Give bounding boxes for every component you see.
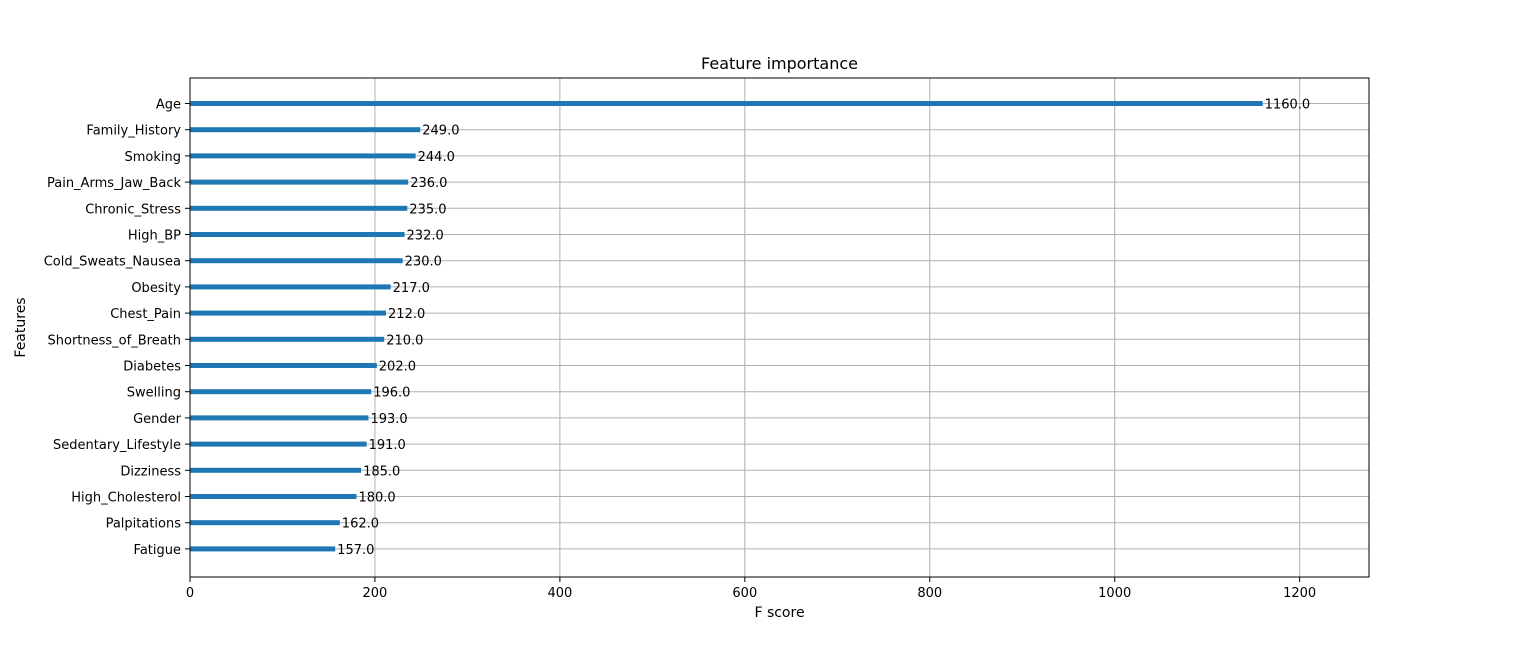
- bar: [190, 494, 357, 499]
- y-tick-label: Smoking: [124, 150, 181, 165]
- y-tick-label: Swelling: [127, 386, 181, 401]
- bar-value-label: 162.0: [342, 517, 379, 532]
- y-tick-label: Fatigue: [134, 543, 181, 558]
- bar: [190, 101, 1263, 106]
- plot-frame: [189, 77, 1370, 578]
- y-axis-label: Features: [13, 297, 29, 357]
- bar: [190, 258, 403, 264]
- y-tick-label: High_Cholesterol: [71, 491, 181, 506]
- bar: [190, 546, 336, 552]
- bar-value-label: 244.0: [418, 150, 455, 165]
- y-tick-label: Family_History: [86, 124, 181, 139]
- bar-value-label: 232.0: [407, 229, 444, 244]
- bar-value-label: 202.0: [379, 360, 416, 375]
- bar: [190, 389, 372, 395]
- bar-value-label: 236.0: [410, 176, 447, 191]
- bar: [190, 415, 369, 421]
- bar-value-label: 1160.0: [1265, 98, 1311, 113]
- bar: [190, 336, 385, 342]
- bar: [190, 520, 340, 526]
- bar-value-label: 235.0: [409, 202, 446, 217]
- bar: [190, 467, 362, 473]
- bar: [190, 441, 367, 447]
- x-tick-label: 1200: [1283, 586, 1316, 601]
- y-tick-label: Gender: [133, 412, 182, 427]
- bar: [190, 153, 416, 159]
- data-labels: 1160.0 249.0 244.0 236.0 235.0 232.0 230.0 217.…: [337, 98, 1310, 558]
- y-tick-label: Dizziness: [120, 464, 181, 479]
- bar-value-label: 210.0: [386, 333, 423, 348]
- y-tick-label: High_BP: [128, 229, 181, 244]
- y-tick-label: Chest_Pain: [110, 307, 181, 322]
- bar-value-label: 196.0: [373, 386, 410, 401]
- bar: [190, 127, 421, 133]
- y-tick-label: Diabetes: [123, 360, 181, 375]
- y-tick-label: Obesity: [131, 281, 181, 296]
- y-tick-label: Chronic_Stress: [85, 202, 181, 217]
- bars: [190, 101, 1263, 552]
- bar-value-label: 249.0: [422, 124, 459, 139]
- x-tick-label: 200: [363, 586, 388, 601]
- x-tick-label: 600: [732, 586, 757, 601]
- x-tick-label: 0: [186, 586, 194, 601]
- bar: [190, 363, 377, 368]
- bar: [190, 232, 405, 237]
- x-tick-label: 800: [917, 586, 942, 601]
- bar-value-label: 217.0: [393, 281, 430, 296]
- bar: [190, 284, 391, 290]
- bar-value-label: 157.0: [337, 543, 374, 558]
- bar-value-label: 191.0: [369, 438, 406, 453]
- y-tick-label: Age: [156, 98, 181, 113]
- bar-value-label: 180.0: [358, 491, 395, 506]
- y-tick-label: Cold_Sweats_Nausea: [44, 255, 181, 270]
- y-tick-label: Sedentary_Lifestyle: [53, 438, 181, 453]
- x-axis-label: F score: [754, 605, 804, 621]
- bar-value-label: 212.0: [388, 307, 425, 322]
- bar: [190, 205, 408, 211]
- y-tick-label: Pain_Arms_Jaw_Back: [47, 176, 181, 191]
- bar: [190, 179, 409, 185]
- y-tick-label: Palpitations: [106, 517, 182, 532]
- chart-title: Feature importance: [701, 54, 858, 73]
- bar-value-label: 185.0: [363, 464, 400, 479]
- bar-value-label: 193.0: [370, 412, 407, 427]
- axis-ticks: 0 200 400 600 800 1000 1200 Age Family_History Sm…: [44, 98, 1316, 602]
- y-tick-label: Shortness_of_Breath: [48, 333, 181, 348]
- bar-value-label: 230.0: [405, 255, 442, 270]
- x-tick-label: 400: [547, 586, 572, 601]
- bar: [190, 310, 387, 316]
- x-tick-label: 1000: [1098, 586, 1131, 601]
